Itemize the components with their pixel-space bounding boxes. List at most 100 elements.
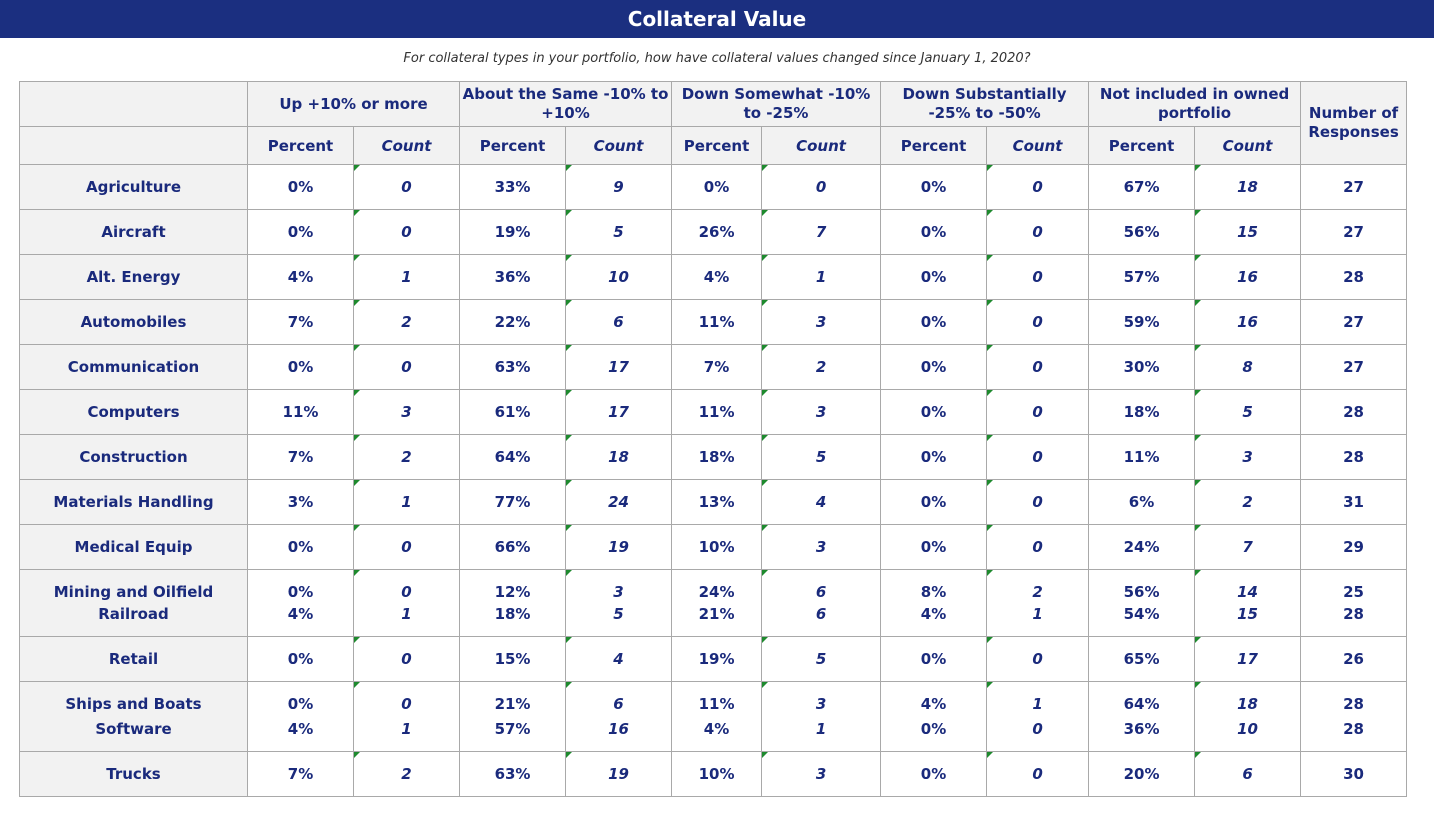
count-value: 18: [1237, 694, 1258, 713]
count-value: 2: [401, 765, 412, 783]
percent-value: 11%: [1123, 448, 1160, 466]
table-row: Construction 7% 2 64% 18 18% 5 0% 0 11% 3 28: [19, 434, 1408, 480]
count-value: 24: [608, 493, 629, 511]
count-cell: 0: [352, 636, 461, 682]
percent-cell: 24%: [1088, 524, 1196, 570]
percent-value: 0%: [920, 538, 947, 556]
percent-cell: 3%: [247, 479, 354, 525]
count-cell: 1: [352, 254, 461, 300]
percent-cell: 15%: [459, 636, 567, 682]
count-cell: 9: [565, 164, 673, 210]
count-value: 19: [608, 765, 629, 783]
percent-value: 0%: [287, 223, 314, 241]
count-value: 1: [815, 268, 827, 286]
count-cell: 3: [352, 389, 461, 435]
count-value: 18: [608, 448, 629, 466]
count-cell: 4: [565, 636, 673, 682]
percent-cell: 7%: [247, 434, 354, 480]
count-value: 17: [1237, 650, 1258, 668]
count-value: 1: [401, 605, 412, 623]
count-value: 18: [1237, 178, 1258, 196]
count-header: Count: [352, 126, 461, 165]
count-value: 3: [815, 313, 827, 331]
count-header: Count: [986, 126, 1090, 165]
count-value: 0: [401, 694, 412, 713]
count-value: 7: [815, 223, 827, 241]
percent-value: 11%: [282, 403, 319, 421]
count-cell: 2: [761, 344, 882, 390]
category-label: Retail: [108, 650, 159, 668]
responses-value: 26: [1343, 650, 1364, 668]
percent-cell: 67%: [1088, 164, 1196, 210]
count-cell: 2: [1194, 479, 1302, 525]
percent-value: 0%: [920, 650, 947, 668]
percent-cell: 56%: [1088, 209, 1196, 255]
count-value: 16: [1237, 268, 1258, 286]
percent-value: 19%: [698, 650, 735, 668]
count-header: Count: [565, 126, 673, 165]
count-cell: 16: [1194, 254, 1302, 300]
count-cell: 5: [761, 434, 882, 480]
count-value: 14: [1237, 583, 1258, 601]
percent-value: 7%: [287, 313, 314, 331]
count-value: 1: [401, 493, 412, 511]
percent-value: 11%: [698, 403, 735, 421]
percent-cell: 64%: [459, 434, 567, 480]
percent-cell: 0% 4%: [247, 569, 354, 637]
percent-value: 0%: [920, 358, 947, 376]
percent-cell: 57%: [1088, 254, 1196, 300]
percent-cell: 0%: [880, 479, 988, 525]
collateral-value-table: Up +10% or more About the Same -10% to +…: [19, 81, 1408, 797]
percent-value: 18%: [698, 448, 735, 466]
count-header: Count: [1194, 126, 1302, 165]
percent-value: 0%: [920, 313, 947, 331]
percent-cell: 13%: [671, 479, 763, 525]
count-value: 17: [608, 403, 629, 421]
count-cell: 4: [761, 479, 882, 525]
category-cell: Medical Equip: [19, 524, 248, 570]
count-value: 3: [815, 403, 827, 421]
category-label: Alt. Energy: [86, 268, 181, 286]
percent-cell: 61%: [459, 389, 567, 435]
count-value: 2: [401, 448, 412, 466]
percent-cell: 66%: [459, 524, 567, 570]
responses-value: 28: [1343, 268, 1364, 286]
count-cell: 2: [352, 751, 461, 797]
count-cell: 3: [761, 299, 882, 345]
count-cell: 0: [986, 751, 1090, 797]
percent-value: 66%: [494, 538, 531, 556]
count-value: 3: [815, 694, 827, 713]
percent-cell: 18%: [671, 434, 763, 480]
count-value: 1: [1032, 694, 1043, 713]
percent-cell: 77%: [459, 479, 567, 525]
percent-value: 11%: [698, 313, 735, 331]
count-header: Count: [761, 126, 882, 165]
responses-value: 27: [1343, 358, 1364, 376]
count-value: 3: [401, 403, 412, 421]
responses-cell: 27: [1300, 209, 1408, 255]
count-cell: 7: [1194, 524, 1302, 570]
category-cell: Agriculture: [19, 164, 248, 210]
page-title: Collateral Value: [0, 0, 1434, 38]
category-label: Automobiles: [80, 313, 187, 331]
percent-value: 0%: [920, 223, 947, 241]
responses-value: 30: [1343, 765, 1364, 783]
category-cell: Communication: [19, 344, 248, 390]
percent-cell: 33%: [459, 164, 567, 210]
percent-value: 63%: [494, 358, 531, 376]
percent-cell: 30%: [1088, 344, 1196, 390]
count-value: 4: [815, 493, 827, 511]
percent-cell: 24% 21%: [671, 569, 763, 637]
count-cell: 7: [761, 209, 882, 255]
count-value: 6: [815, 605, 827, 623]
table-row: Mining and Oilfield Railroad 0% 4% 0 1 12% 18% 3…: [19, 569, 1408, 637]
responses-cell: 27: [1300, 164, 1408, 210]
percent-value: 56%: [1123, 583, 1160, 601]
category-cell: Alt. Energy: [19, 254, 248, 300]
count-value: 0: [401, 650, 412, 668]
group-header-same: About the Same -10% to +10%: [459, 81, 673, 127]
responses-value: 28: [1343, 694, 1364, 713]
responses-cell: 27: [1300, 344, 1408, 390]
